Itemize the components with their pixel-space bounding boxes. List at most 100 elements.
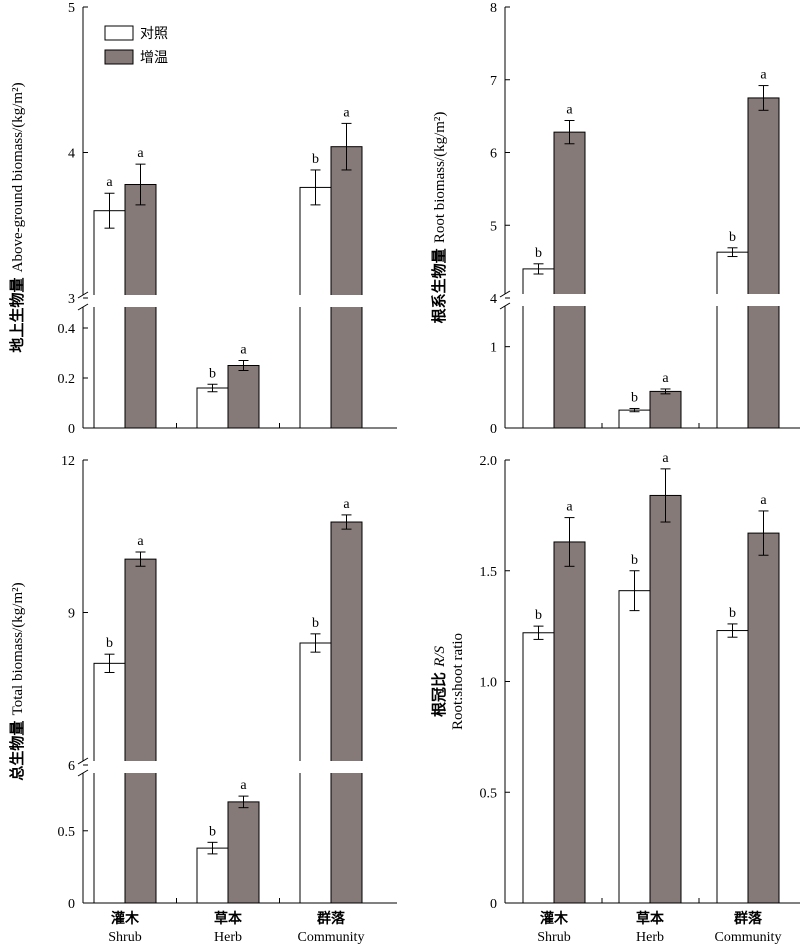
axes: 0 1 4 5 6 7 8 (490, 1, 800, 437)
bar (618, 590, 651, 904)
category-label-cn: 灌木 (540, 910, 569, 927)
legend-label: 对照 (140, 26, 168, 42)
axis-break-mark (499, 302, 511, 310)
category-label-cn: 草本 (214, 910, 243, 927)
legend-swatch (104, 25, 134, 41)
series-control: b b b (522, 553, 749, 904)
category-label-cn: 群落 (733, 910, 763, 927)
y-tick-label: 1 (490, 341, 497, 356)
y-tick-label: 6 (68, 759, 75, 774)
y-tick-label: 0.5 (480, 786, 498, 801)
y-tick-label: 8 (490, 1, 497, 16)
chart-panel-1: a b b a a a 0 0.2 0.4 3 4 5 地上生物量 Above-ground bioma… (8, 1, 398, 437)
significance-label: a (137, 534, 144, 549)
series-warming: a a a (553, 451, 780, 904)
category-label-cn: 灌木 (111, 910, 140, 927)
axis-break-gap (84, 761, 398, 773)
chart-panel-3: b b b a a a 0 0.5 6 9 12 总生物量 Total biomass/(kg/m²)… (8, 454, 398, 945)
y-axis-label-cn: 总生物量 (8, 715, 26, 780)
y-axis-label: 地上生物量 Above-ground biomass/(kg/m²) (8, 82, 26, 352)
significance-label: a (566, 102, 573, 117)
bar (649, 494, 682, 904)
y-tick-label: 4 (68, 147, 75, 162)
category-label-en: Community (715, 930, 782, 945)
significance-label: a (662, 371, 669, 386)
y-tick-label: 9 (68, 607, 75, 622)
y-tick-label: 5 (68, 1, 75, 16)
y-tick-label: 5 (490, 219, 497, 234)
bar (649, 390, 682, 429)
axis-break-gap (506, 294, 800, 306)
significance-label: a (343, 497, 350, 512)
bar (330, 146, 363, 429)
y-tick-label: 0.5 (58, 825, 76, 840)
y-axis-label: 根系生物量 Root biomass/(kg/m²) (430, 112, 448, 324)
significance-label: b (106, 636, 113, 651)
bar (522, 268, 555, 429)
y-axis-label: 总生物量 Total biomass/(kg/m²) (8, 582, 26, 780)
bar (553, 541, 586, 904)
y-tick-label: 0 (68, 897, 75, 912)
significance-label: a (106, 175, 113, 190)
y-axis-label-en: Root biomass/(kg/m²) (432, 112, 448, 244)
y-axis-label-en: Root:shoot ratio (450, 633, 466, 730)
y-axis-label-en: Above-ground biomass/(kg/m²) (10, 82, 26, 272)
bar (522, 632, 555, 904)
axis-break-mark (77, 757, 89, 765)
bar (93, 210, 126, 429)
y-tick-label: 4 (490, 292, 497, 307)
significance-label: b (729, 606, 736, 621)
bar (196, 387, 229, 429)
series-warming: a a a (553, 68, 780, 429)
y-tick-label: 7 (490, 74, 497, 89)
y-tick-label: 0.4 (58, 322, 76, 337)
series-control: a b b (93, 152, 332, 429)
significance-label: a (760, 68, 767, 83)
significance-label: a (760, 493, 767, 508)
category-label-en: Shrub (537, 930, 570, 945)
chart-panel-2: b b b a a a 0 1 4 5 6 7 8 根系生物量 Root biomass/(kg/m²) (430, 1, 800, 437)
y-tick-label: 0 (490, 897, 497, 912)
bar (747, 532, 780, 904)
series-warming: a a a (124, 497, 363, 904)
bar (196, 847, 229, 904)
axes: 0 0.5 6 9 12 (58, 454, 397, 912)
y-tick-label: 1.5 (480, 565, 498, 580)
y-tick-label: 0 (490, 422, 497, 437)
axis-break-mark (77, 303, 89, 311)
bar (716, 251, 749, 429)
significance-label: b (312, 152, 319, 167)
significance-label: a (662, 451, 669, 466)
y-axis-label-cn: 地上生物量 (8, 272, 26, 352)
bar (553, 131, 586, 429)
category-label-en: Herb (636, 930, 664, 945)
bar (93, 662, 126, 904)
significance-label: b (535, 246, 542, 261)
bar (227, 801, 260, 904)
y-tick-label: 0 (68, 422, 75, 437)
axes: 0 0.2 0.4 3 4 5 (58, 1, 397, 437)
y-tick-label: 2.0 (480, 454, 498, 469)
category-label-en: Shrub (108, 930, 141, 945)
y-tick-label: 6 (490, 147, 497, 162)
significance-label: a (343, 105, 350, 120)
y-tick-label: 0.2 (58, 372, 76, 387)
significance-label: b (729, 230, 736, 245)
bar (716, 630, 749, 904)
significance-label: b (535, 608, 542, 623)
significance-label: b (631, 390, 638, 405)
y-axis-label-en-italic: R/S (432, 645, 448, 667)
legend-swatch (104, 49, 134, 65)
significance-label: a (240, 778, 247, 793)
axis-break-mark (77, 769, 89, 777)
y-axis-label-cn: 根系生物量 (430, 243, 448, 323)
y-axis-label-en: Total biomass/(kg/m²) (10, 582, 26, 715)
significance-label: b (209, 366, 216, 381)
bar (227, 365, 260, 429)
category-label-en: Community (298, 930, 365, 945)
significance-label: b (312, 616, 319, 631)
axis-break-gap (84, 295, 398, 307)
legend-label: 增温 (140, 50, 168, 66)
